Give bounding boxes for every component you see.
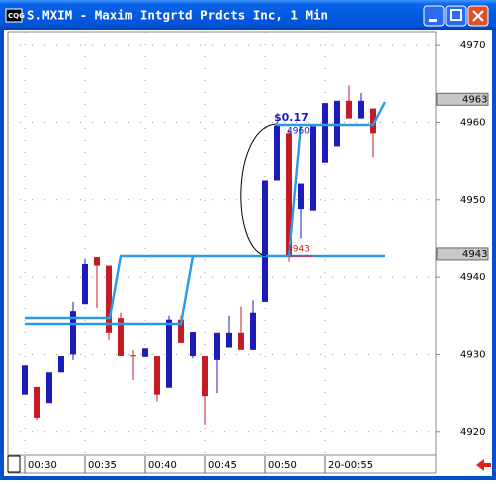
x-tick-label: 20-00:55: [328, 460, 373, 471]
y-tick-label: 4930: [460, 349, 485, 360]
x-tick-label: 00:30: [28, 460, 57, 471]
close-button[interactable]: [467, 5, 489, 27]
candle-body: [190, 332, 196, 357]
candle-body: [274, 125, 280, 181]
maximize-button[interactable]: [445, 5, 467, 27]
y-tick-label: 4960: [460, 117, 485, 128]
candle-body: [346, 100, 352, 119]
candle-body: [106, 265, 112, 333]
minimize-button[interactable]: [423, 5, 445, 27]
candle-body: [58, 356, 64, 373]
candle-body: [70, 311, 76, 355]
candle-body: [118, 318, 124, 357]
x-tick-label: 00:45: [208, 460, 237, 471]
app-icon-text: CQG: [8, 12, 25, 20]
drawn-lines: [25, 101, 387, 326]
candle-body: [178, 319, 184, 343]
price-marker-label: 4963: [462, 94, 487, 105]
candle-body: [310, 126, 316, 211]
candle-body: [130, 355, 136, 357]
annotation: 4960: [287, 127, 310, 137]
measure-arc: [240, 123, 277, 257]
candle-body: [286, 133, 292, 256]
candle-body: [370, 108, 376, 134]
y-tick-label: 4940: [460, 272, 485, 283]
candle-body: [142, 348, 148, 357]
candle-body: [154, 356, 160, 395]
candle-body: [358, 100, 364, 119]
candle-body: [46, 372, 52, 404]
candle-body: [94, 257, 100, 266]
candle-body: [166, 319, 172, 388]
candle-body: [34, 386, 40, 418]
scroll-box[interactable]: [7, 455, 21, 473]
price-marker: [436, 92, 489, 106]
candle-body: [298, 183, 304, 210]
candle-body: [262, 180, 268, 302]
annotation: 4943: [287, 245, 310, 255]
candle-body: [82, 263, 88, 305]
price-marker-label: 4943: [462, 249, 487, 260]
plot-area: [7, 31, 437, 456]
candle-body: [226, 332, 232, 348]
y-tick-label: 4950: [460, 195, 485, 206]
x-tick-label: 00:50: [268, 460, 297, 471]
window-title: S.MXIM - Maxim Intgrtd Prdcts Inc, 1 Min: [27, 8, 328, 23]
scroll-arrow[interactable]: [476, 459, 491, 471]
annotation: $0.17: [274, 111, 309, 124]
marks: 4920 4930 4940 4950 4960 4970 00:30 00:35 00:40 0…: [8, 32, 489, 473]
candle-body: [238, 332, 244, 350]
title-bar: [0, 0, 496, 30]
y-tick-label: 4920: [460, 427, 485, 438]
x-tick-label: 00:40: [148, 460, 177, 471]
candle-body: [322, 103, 328, 163]
y-tick-label: 4970: [460, 40, 485, 51]
candle-body: [214, 332, 220, 360]
x-tick-label: 00:35: [88, 460, 117, 471]
candle-body: [334, 100, 340, 147]
candle-body: [250, 312, 256, 350]
candle-body: [202, 356, 208, 397]
candle-body: [22, 365, 28, 395]
app-icon: [5, 8, 23, 23]
price-marker: [436, 247, 489, 261]
